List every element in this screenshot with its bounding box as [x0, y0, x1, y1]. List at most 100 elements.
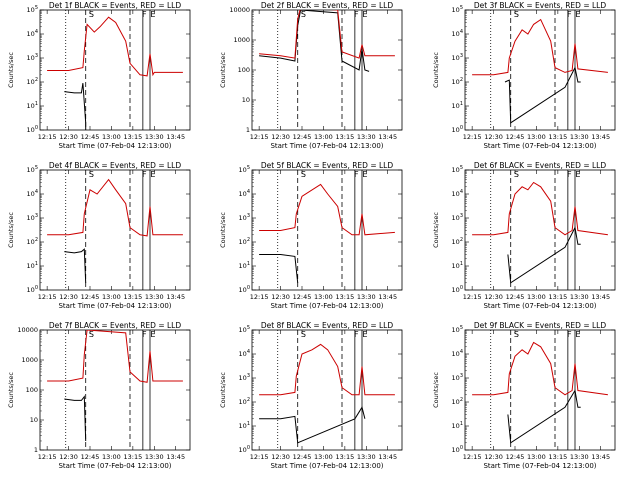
y-tick-label: 10000 — [229, 6, 250, 14]
lld-series-line — [47, 330, 183, 383]
plot-frame — [39, 169, 191, 291]
lld-series-line — [259, 183, 395, 236]
event-label: F — [567, 330, 572, 339]
detector-panel-7: Det 7f BLACK = Events, RED = LLD Counts/s… — [7, 321, 191, 470]
y-tick-label: 105 — [452, 5, 463, 14]
y-tick-label: 100 — [238, 66, 250, 74]
y-tick-label: 1 — [34, 446, 38, 454]
detector-panel-2: Det 2f BLACK = Events, RED = LLD Counts/s… — [219, 1, 403, 150]
panel-title: Det 2f BLACK = Events, RED = LLD — [261, 1, 394, 10]
y-tick-label: 100 — [27, 125, 38, 134]
plot-frame — [251, 9, 403, 131]
y-tick-label: 102 — [239, 397, 250, 406]
x-tick-label: 12:30 — [271, 293, 290, 301]
y-tick-label: 105 — [27, 165, 38, 174]
y-tick-label: 102 — [27, 237, 38, 246]
detector-panel-4: Det 4f BLACK = Events, RED = LLD Counts/s… — [7, 161, 191, 310]
event-label: S — [301, 170, 306, 179]
x-tick-label: 12:45 — [81, 293, 100, 301]
panel-title: Det 3f BLACK = Events, RED = LLD — [474, 1, 607, 10]
y-tick-label: 101 — [27, 101, 38, 110]
y-tick-label: 105 — [452, 325, 463, 334]
x-tick-label: 13:45 — [378, 133, 397, 141]
x-tick-label: 13:45 — [166, 133, 185, 141]
detector-panel-5: Det 5f BLACK = Events, RED = LLD Counts/s… — [219, 161, 403, 310]
x-axis-label: Start Time (07-Feb-04 12:13:00) — [58, 302, 171, 310]
panel-title: Det 4f BLACK = Events, RED = LLD — [49, 161, 182, 170]
detector-panel-3: Det 3f BLACK = Events, RED = LLD Counts/s… — [432, 1, 616, 150]
x-tick-label: 13:00 — [527, 453, 546, 461]
x-tick-label: 12:15 — [463, 293, 482, 301]
x-axis-label: Start Time (07-Feb-04 12:13:00) — [483, 302, 596, 310]
plot-frame — [464, 9, 616, 131]
y-tick-label: 101 — [27, 261, 38, 270]
event-label: E — [362, 330, 367, 339]
event-label: E — [362, 10, 367, 19]
x-tick-label: 13:30 — [570, 453, 589, 461]
x-tick-label: 13:15 — [123, 133, 142, 141]
x-tick-label: 13:30 — [570, 293, 589, 301]
x-tick-label: 12:45 — [81, 133, 100, 141]
y-tick-label: 104 — [452, 349, 463, 358]
x-tick-label: 12:15 — [463, 453, 482, 461]
y-tick-label: 101 — [452, 101, 463, 110]
event-label: E — [575, 10, 580, 19]
x-tick-label: 13:15 — [548, 453, 567, 461]
event-label: F — [354, 170, 359, 179]
x-tick-label: 13:00 — [314, 293, 333, 301]
x-axis-label: Start Time (07-Feb-04 12:13:00) — [270, 462, 383, 470]
y-axis-label: Counts/sec — [7, 212, 15, 248]
x-tick-label: 12:45 — [506, 453, 525, 461]
y-tick-label: 100 — [27, 285, 38, 294]
detector-panel-6: Det 6f BLACK = Events, RED = LLD Counts/s… — [432, 161, 616, 310]
x-tick-label: 12:30 — [484, 133, 503, 141]
event-label: E — [150, 10, 155, 19]
panel-title: Det 7f BLACK = Events, RED = LLD — [49, 321, 182, 330]
lld-series-line — [472, 18, 608, 76]
y-tick-label: 102 — [452, 237, 463, 246]
y-tick-label: 101 — [239, 421, 250, 430]
x-tick-label: 13:30 — [145, 453, 164, 461]
y-axis-label: Counts/sec — [219, 52, 227, 88]
x-tick-label: 13:45 — [591, 133, 610, 141]
x-tick-label: 12:15 — [250, 453, 269, 461]
x-tick-label: 12:15 — [250, 133, 269, 141]
detector-panel-1: Det 1f BLACK = Events, RED = LLD Counts/s… — [7, 1, 191, 150]
event-label: E — [150, 330, 155, 339]
x-tick-label: 13:30 — [357, 293, 376, 301]
x-tick-label: 13:15 — [335, 133, 354, 141]
event-label: F — [354, 10, 359, 19]
y-tick-label: 103 — [452, 213, 463, 222]
event-label: F — [354, 330, 359, 339]
plot-frame — [251, 329, 403, 451]
x-tick-label: 13:15 — [335, 293, 354, 301]
y-tick-label: 105 — [239, 325, 250, 334]
y-tick-label: 103 — [27, 213, 38, 222]
event-label: S — [301, 10, 306, 19]
y-tick-label: 10 — [242, 96, 250, 104]
plot-frame — [39, 9, 191, 131]
event-label: S — [514, 10, 519, 19]
x-tick-label: 12:30 — [59, 453, 78, 461]
y-tick-label: 105 — [239, 165, 250, 174]
y-tick-label: 100 — [452, 125, 463, 134]
y-tick-label: 103 — [239, 373, 250, 382]
x-axis-label: Start Time (07-Feb-04 12:13:00) — [270, 302, 383, 310]
y-tick-label: 10 — [30, 416, 38, 424]
lld-series-line — [259, 10, 395, 59]
event-label: E — [150, 170, 155, 179]
panel-title: Det 9f BLACK = Events, RED = LLD — [474, 321, 607, 330]
x-tick-label: 12:15 — [38, 293, 57, 301]
x-tick-label: 13:00 — [527, 293, 546, 301]
events-series-line — [259, 406, 366, 444]
x-tick-label: 12:30 — [484, 293, 503, 301]
y-tick-label: 103 — [452, 373, 463, 382]
events-series-line — [64, 248, 87, 283]
plot-frame — [251, 169, 403, 291]
y-tick-label: 100 — [26, 386, 38, 394]
event-label: E — [575, 170, 580, 179]
event-label: F — [567, 170, 572, 179]
events-series-line — [507, 389, 581, 444]
y-tick-label: 102 — [452, 397, 463, 406]
